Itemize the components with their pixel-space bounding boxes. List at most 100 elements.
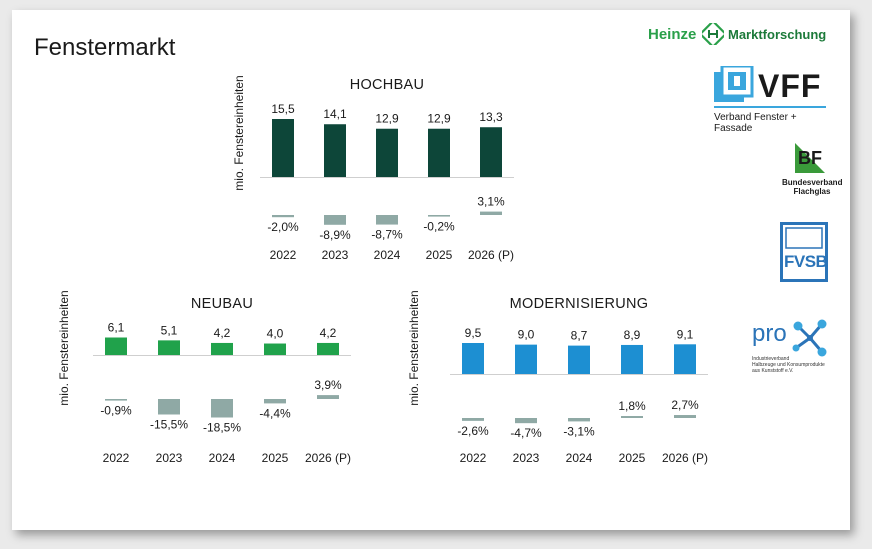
heinze-mark-icon xyxy=(702,23,724,45)
hochbau-category-4: 2026 (P) xyxy=(468,248,514,262)
hochbau-category-1: 2023 xyxy=(322,248,349,262)
modernisierung-value-label-3: 8,9 xyxy=(624,328,641,342)
vff-logo: VFF Verband Fenster + Fassade xyxy=(714,66,834,134)
chart-hochbau: HOCHBAU mio. Fenstereinheiten 15,5 -2,0% 202… xyxy=(217,65,517,265)
hochbau-value-label-2: 12,9 xyxy=(375,112,399,126)
neubau-change-bar-2 xyxy=(211,399,233,418)
hochbau-bar-4 xyxy=(480,127,502,177)
hochbau-title: HOCHBAU xyxy=(350,77,425,93)
chart-neubau: NEUBAU mio. Fenstereinheiten 6,1 -0,9% 2022 5… xyxy=(50,282,351,472)
modernisierung-change-bar-0 xyxy=(462,418,484,421)
neubau-category-0: 2022 xyxy=(103,451,130,465)
neubau-bar-1 xyxy=(158,340,180,355)
modernisierung-category-3: 2025 xyxy=(619,451,646,465)
neubau-value-label-4: 4,2 xyxy=(320,326,337,340)
hochbau-change-label-2: -8,7% xyxy=(371,228,403,242)
hochbau-change-label-3: -0,2% xyxy=(423,220,455,234)
neubau-value-label-3: 4,0 xyxy=(267,327,284,341)
prok-logo-text: Industrieverband Halbzeuge und Konsumpro… xyxy=(752,356,842,374)
neubau-bar-3 xyxy=(264,343,286,355)
modernisierung-bar-3 xyxy=(621,344,643,374)
modernisierung-value-label-1: 9,0 xyxy=(518,328,535,342)
modernisierung-change-label-4: 2,7% xyxy=(671,398,699,412)
neubau-change-label-4: 3,9% xyxy=(314,378,342,392)
bf-logo-line2: Flachglas xyxy=(793,187,831,196)
bf-logo-line1: Bundesverband xyxy=(782,178,843,187)
hochbau-change-bar-3 xyxy=(428,215,450,217)
prok-logo-line3: aus Kunststoff e.V. xyxy=(752,368,794,374)
hochbau-ylabel: mio. Fenstereinheiten xyxy=(232,75,246,190)
heinze-logo-tail: Marktforschung xyxy=(728,27,827,42)
hochbau-change-bar-1 xyxy=(324,215,346,225)
neubau-change-bar-0 xyxy=(105,399,127,401)
neubau-svg: NEUBAU mio. Fenstereinheiten 6,1 -0,9% 2022 5… xyxy=(57,290,351,465)
modernisierung-title: MODERNISIERUNG xyxy=(510,296,649,312)
bf-mark-icon: BF xyxy=(795,143,825,173)
modernisierung-bar-1 xyxy=(515,344,537,374)
neubau-change-bar-3 xyxy=(264,399,286,404)
neubau-bar-0 xyxy=(105,337,127,355)
neubau-change-label-2: -18,5% xyxy=(203,421,241,435)
prok-logo-line1: Industrieverband xyxy=(752,356,790,362)
neubau-value-label-0: 6,1 xyxy=(108,321,125,335)
bf-logo-text: Bundesverband Flachglas xyxy=(782,178,842,196)
hochbau-change-label-4: 3,1% xyxy=(477,195,505,209)
hochbau-category-2: 2024 xyxy=(374,248,401,262)
hochbau-value-label-3: 12,9 xyxy=(427,112,451,126)
prok-logo-line2: Halbzeuge und Konsumprodukte xyxy=(752,362,825,368)
modernisierung-change-bar-1 xyxy=(515,418,537,424)
hochbau-bar-3 xyxy=(428,128,450,177)
hochbau-value-label-4: 13,3 xyxy=(479,110,503,124)
neubau-value-label-2: 4,2 xyxy=(214,326,231,340)
prok-logo-name: pro xyxy=(752,320,787,347)
page-title: Fenstermarkt xyxy=(34,34,176,61)
neubau-category-3: 2025 xyxy=(262,451,289,465)
modernisierung-bar-4 xyxy=(674,344,696,374)
hochbau-value-label-1: 14,1 xyxy=(323,107,347,121)
modernisierung-category-1: 2023 xyxy=(513,451,540,465)
hochbau-change-label-0: -2,0% xyxy=(267,220,299,234)
modernisierung-change-bar-4 xyxy=(674,415,696,418)
neubau-category-4: 2026 (P) xyxy=(305,451,351,465)
modernisierung-bar-2 xyxy=(568,345,590,374)
modernisierung-bar-0 xyxy=(462,343,484,374)
modernisierung-value-label-2: 8,7 xyxy=(571,329,588,343)
modernisierung-change-label-0: -2,6% xyxy=(457,424,489,438)
hochbau-bar-0 xyxy=(272,119,294,177)
hochbau-category-0: 2022 xyxy=(270,248,297,262)
neubau-value-label-1: 5,1 xyxy=(161,323,178,337)
prok-logo: pro Industrieverband Halbzeuge und Konsu… xyxy=(752,318,842,384)
heinze-logo: Heinze Marktforschung xyxy=(648,22,838,48)
neubau-change-label-3: -4,4% xyxy=(259,406,291,420)
neubau-title: NEUBAU xyxy=(191,296,253,312)
neubau-ylabel: mio. Fenstereinheiten xyxy=(57,290,71,405)
modernisierung-category-0: 2022 xyxy=(460,451,487,465)
hochbau-category-3: 2025 xyxy=(426,248,453,262)
vff-logo-subtitle: Verband Fenster + Fassade xyxy=(714,112,797,134)
modernisierung-category-2: 2024 xyxy=(566,451,593,465)
fvsb-frame-icon xyxy=(780,222,828,282)
neubau-category-1: 2023 xyxy=(156,451,183,465)
vff-logo-name: VFF xyxy=(758,68,822,104)
hochbau-change-bar-2 xyxy=(376,215,398,225)
modernisierung-change-label-2: -3,1% xyxy=(563,424,595,438)
vff-window-icon xyxy=(714,66,754,102)
hochbau-svg: HOCHBAU mio. Fenstereinheiten 15,5 -2,0% 202… xyxy=(232,75,514,262)
neubau-change-label-1: -15,5% xyxy=(150,418,188,432)
modernisierung-ylabel: mio. Fenstereinheiten xyxy=(407,290,421,405)
modernisierung-change-label-1: -4,7% xyxy=(510,426,542,440)
neubau-change-bar-1 xyxy=(158,399,180,415)
hochbau-change-label-1: -8,9% xyxy=(319,228,351,242)
hochbau-change-bar-0 xyxy=(272,215,294,218)
modernisierung-category-4: 2026 (P) xyxy=(662,451,708,465)
hochbau-bar-2 xyxy=(376,128,398,177)
heinze-logo-brand: Heinze xyxy=(648,26,697,43)
fvsb-logo-name: FVSB xyxy=(784,252,828,271)
vff-logo-rule xyxy=(714,106,826,108)
modernisierung-change-label-3: 1,8% xyxy=(618,399,646,413)
neubau-change-bar-4 xyxy=(317,395,339,399)
bf-logo: BF Bundesverband Flachglas xyxy=(782,142,842,204)
modernisierung-change-bar-2 xyxy=(568,418,590,422)
hochbau-bar-1 xyxy=(324,124,346,177)
modernisierung-value-label-0: 9,5 xyxy=(465,326,482,340)
